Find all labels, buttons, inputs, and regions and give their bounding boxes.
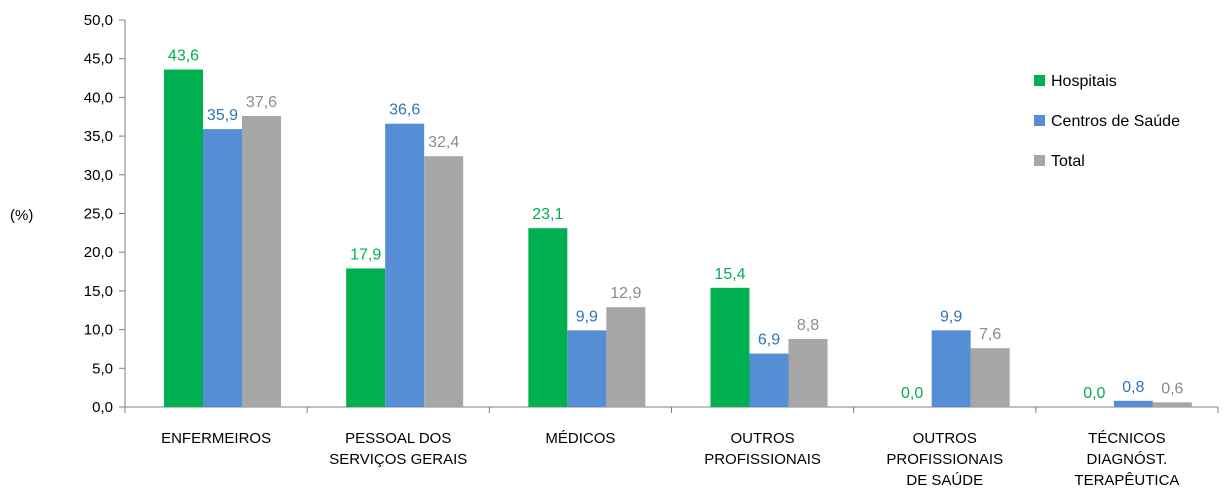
x-tick-label: TÉCNICOS DIAGNÓST. TERAPÊUTICA <box>1074 430 1179 489</box>
data-label: 0,0 <box>1083 385 1105 402</box>
bar <box>1152 402 1192 407</box>
data-label: 6,9 <box>758 332 780 349</box>
bar <box>567 330 607 407</box>
x-tick-label: PESSOAL DOS SERVIÇOS GERAIS <box>329 430 467 468</box>
legend-entry: Centros de Saúde <box>1051 113 1180 130</box>
bar <box>749 353 789 407</box>
bar <box>970 348 1010 407</box>
legend-entry: Hospitais <box>1051 73 1117 90</box>
y-axis-label: (%) <box>10 207 33 224</box>
data-label: 9,9 <box>940 308 962 325</box>
legend-swatch <box>1034 115 1045 126</box>
data-labels: 43,6 17,9 23,1 15,4 0,0 0,0 35,9 36,6 9,9 6,9 9,9 0… <box>168 48 1184 402</box>
data-label: 17,9 <box>350 246 381 263</box>
data-label: 0,8 <box>1122 379 1144 396</box>
bar <box>164 69 203 407</box>
bars <box>164 69 1192 407</box>
legend-entry: Total <box>1051 153 1085 170</box>
axes: 0,0 5,0 10,0 15,0 20,0 25,0 30,0 35,0 40,0 45,0 50… <box>84 12 1219 489</box>
y-tick-label: 50,0 <box>84 12 113 29</box>
data-label: 15,4 <box>714 266 745 283</box>
y-tick-label: 5,0 <box>92 360 113 377</box>
bar <box>528 228 568 407</box>
y-tick-label: 10,0 <box>84 322 113 339</box>
y-tick-label: 30,0 <box>84 167 113 184</box>
bar <box>710 287 750 407</box>
legend-swatch <box>1034 75 1045 86</box>
x-tick-label: OUTROS PROFISSIONAIS <box>704 430 821 468</box>
data-label: 35,9 <box>207 107 238 124</box>
data-label: 7,6 <box>979 326 1001 343</box>
data-label: 12,9 <box>610 285 641 302</box>
y-tick-label: 0,0 <box>92 399 113 416</box>
data-label: 37,6 <box>246 94 277 111</box>
data-label: 0,0 <box>901 385 923 402</box>
data-label: 43,6 <box>168 48 199 65</box>
y-tick-label: 40,0 <box>84 89 113 106</box>
data-label: 32,4 <box>428 134 459 151</box>
data-label: 0,6 <box>1161 380 1183 397</box>
bar <box>1113 400 1153 407</box>
data-label: 8,8 <box>797 317 819 334</box>
bar <box>788 338 828 407</box>
y-tick-label: 25,0 <box>84 206 113 223</box>
bar <box>424 156 464 407</box>
legend: Hospitais Centros de Saúde Total <box>1034 73 1180 170</box>
bar <box>385 123 425 407</box>
y-tick-label: 20,0 <box>84 244 113 261</box>
x-tick-label: OUTROS PROFISSIONAIS DE SAÚDE <box>886 430 1003 489</box>
bar <box>346 268 386 407</box>
data-label: 36,6 <box>389 102 420 119</box>
y-tick-label: 15,0 <box>84 283 113 300</box>
data-label: 23,1 <box>532 206 563 223</box>
bar <box>931 330 971 407</box>
x-tick-label: MÉDICOS <box>545 430 615 447</box>
legend-swatch <box>1034 155 1045 166</box>
bar <box>242 115 281 407</box>
bar <box>606 307 646 407</box>
data-label: 9,9 <box>576 308 598 325</box>
bar <box>203 129 242 407</box>
y-tick-label: 45,0 <box>84 51 113 68</box>
x-tick-label: ENFERMEIROS <box>161 430 271 447</box>
y-tick-label: 35,0 <box>84 128 113 145</box>
